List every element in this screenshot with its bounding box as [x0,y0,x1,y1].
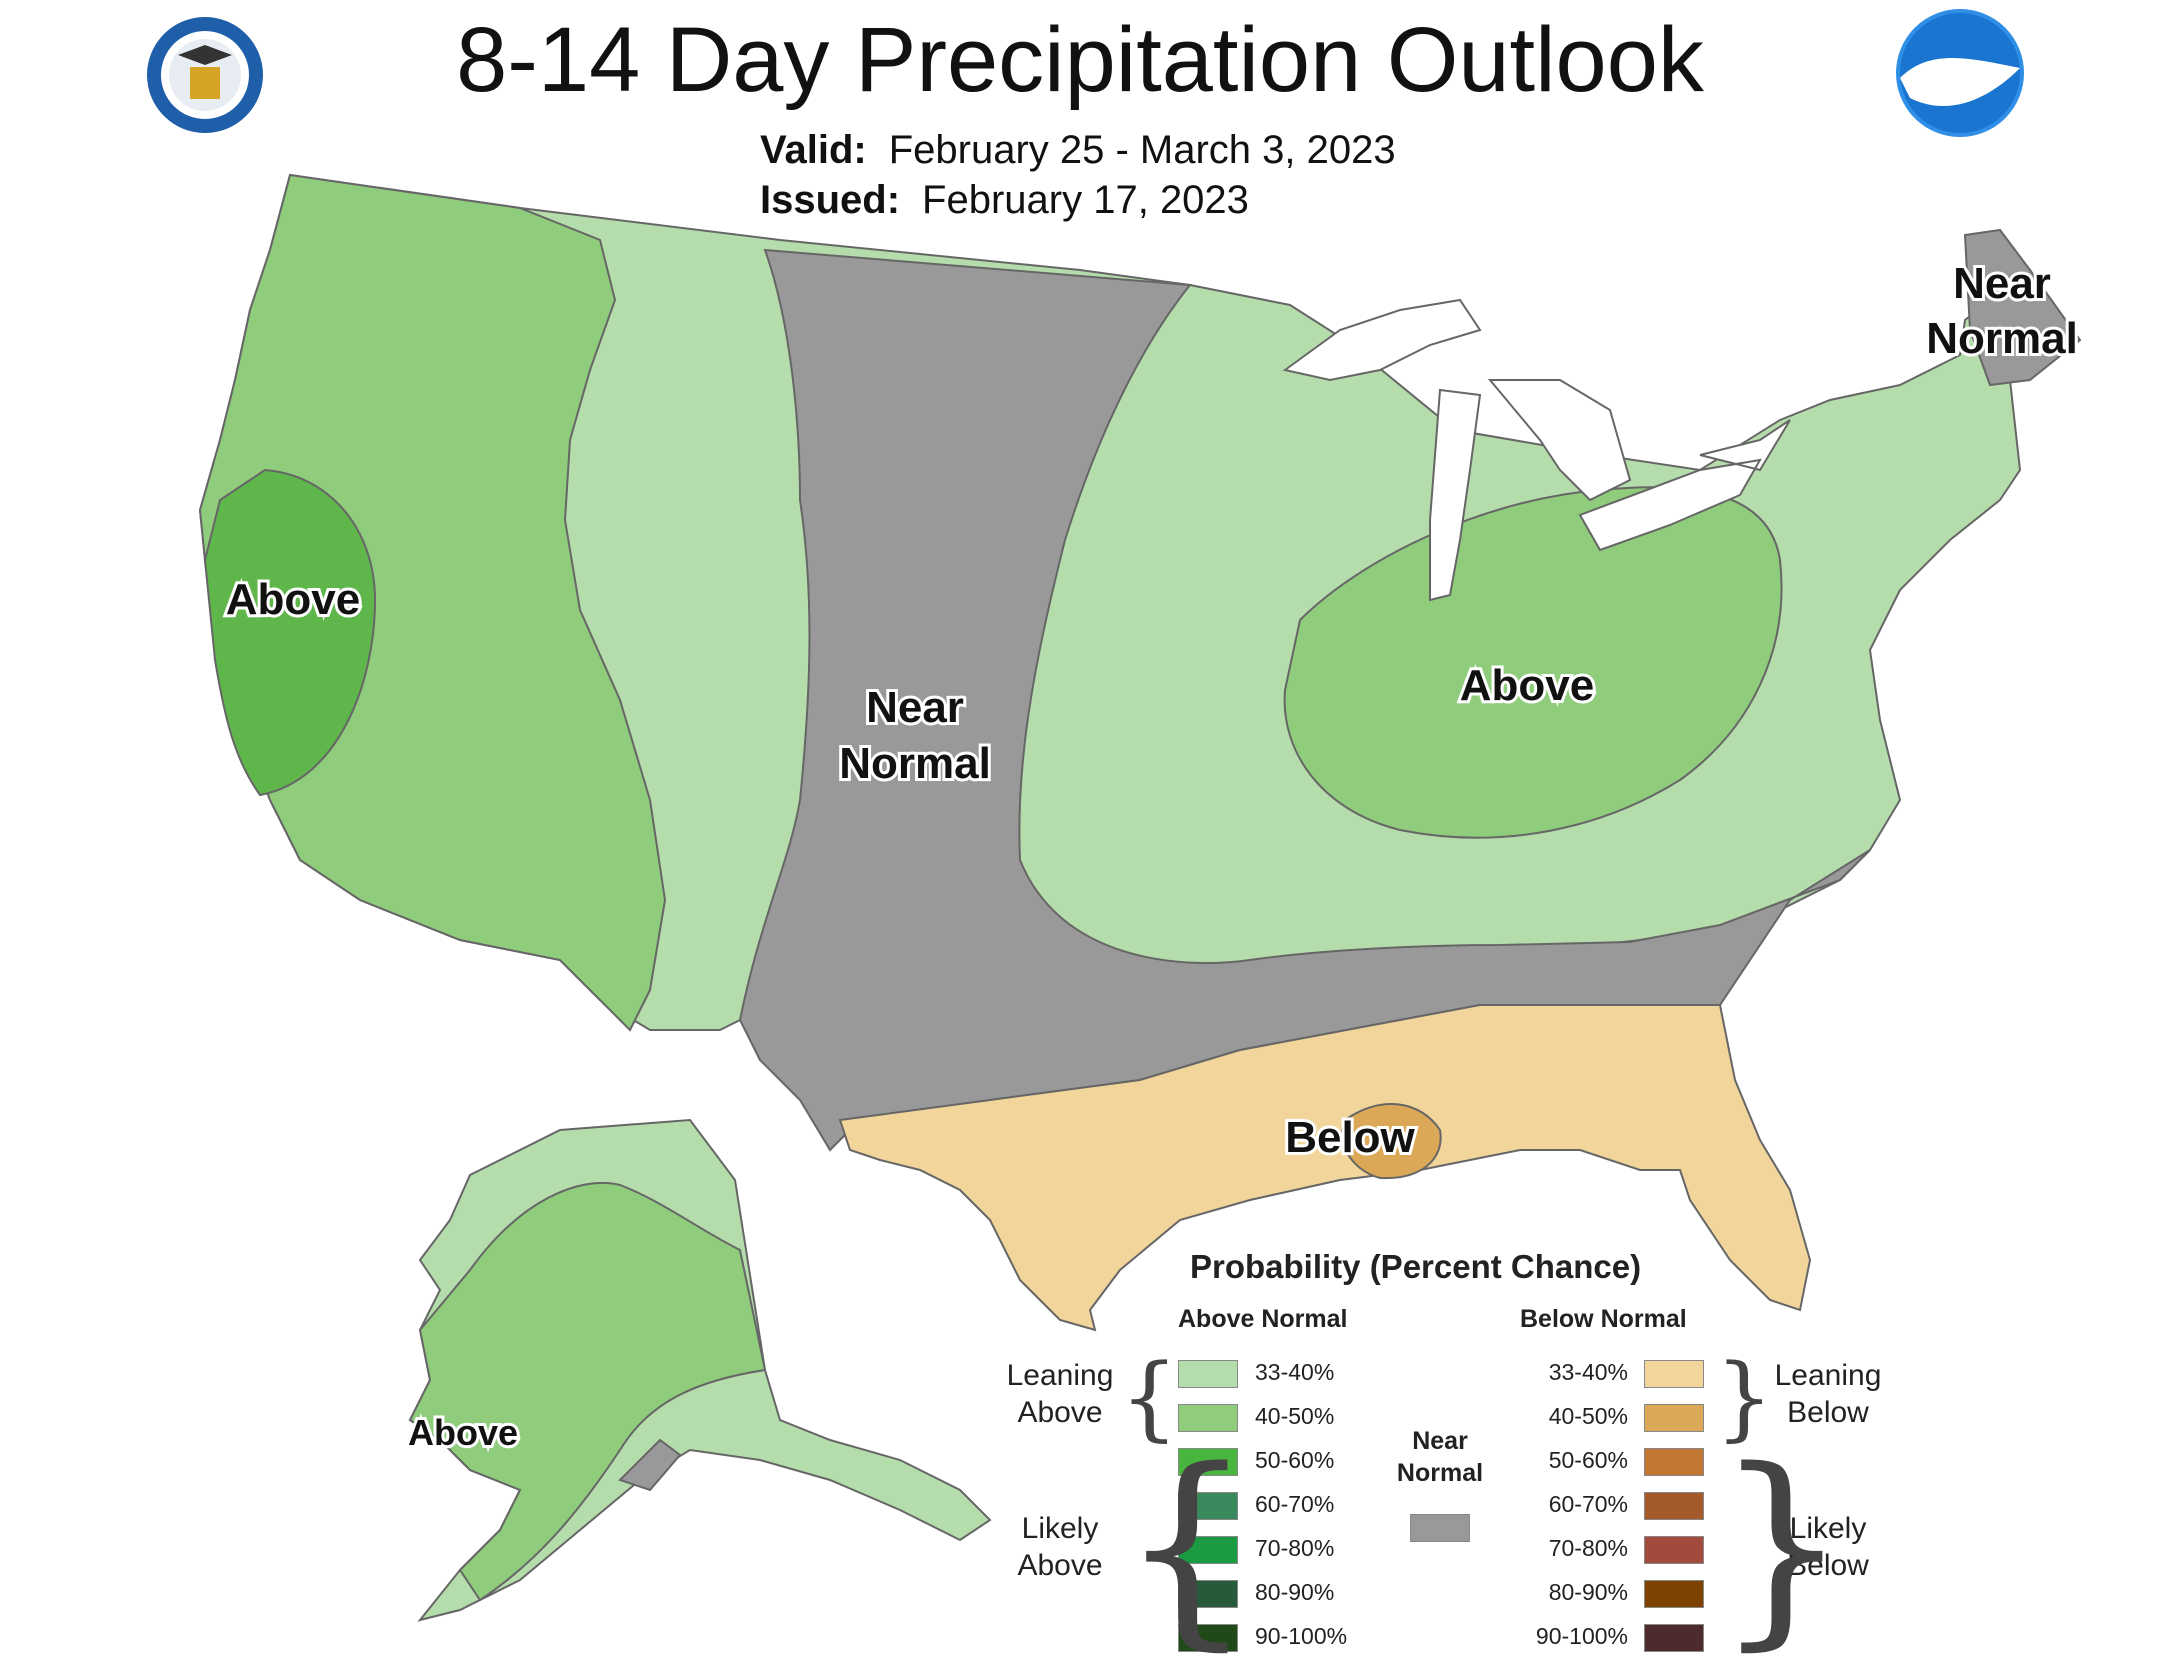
central-near-normal-region [738,248,1871,1152]
legend-above-label-7: 90-100% [1255,1623,1348,1649]
issued-value: February 17, 2023 [922,178,1249,222]
near-normal-ne-label-line1: Near [1953,259,2051,308]
leaning-below-group: Leaning Below [1758,1357,1898,1431]
legend-below-label-3: 50-60% [1548,1447,1628,1473]
leaning-above-brace-icon: { [1120,1344,1179,1451]
legend-above-swatch-4 [1178,1492,1238,1520]
legend-below-label-5: 70-80% [1548,1535,1628,1561]
issued-line: Issued: February 17, 2023 [760,178,1249,223]
legend-above-header: Above Normal [1178,1305,1348,1333]
legend-above-swatch-5 [1178,1536,1238,1564]
legend-above-label-4: 60-70% [1255,1491,1335,1517]
legend-below-label-2: 40-50% [1548,1403,1628,1429]
legend-below-swatch-2 [1644,1404,1704,1432]
legend-below-label-4: 60-70% [1548,1491,1628,1517]
alaska-above-40-50-region [408,1181,767,1602]
leaning-above-line1: Leaning [1006,1359,1114,1392]
legend-below-swatch-7 [1644,1624,1704,1652]
leaning-above-line2: Above [1017,1396,1103,1429]
likely-below-line2: Below [1787,1549,1869,1582]
above-ohio-label: Above [1460,661,1594,710]
above-west-label: Above [226,575,360,624]
legend-below-swatch-1 [1644,1360,1704,1388]
leaning-below-brace-icon: } [1715,1344,1774,1451]
legend-above-label-1: 33-40% [1255,1359,1335,1385]
legend-above-label-6: 80-90% [1255,1579,1335,1605]
legend-above-swatch-6 [1178,1580,1238,1608]
legend-below-swatch-5 [1644,1536,1704,1564]
likely-above-line2: Above [1017,1549,1103,1582]
legend-above-label-2: 40-50% [1255,1403,1335,1429]
leaning-below-line1: Leaning [1774,1359,1882,1392]
leaning-below-line2: Below [1787,1396,1869,1429]
near-normal-label-line2: Normal [839,739,991,788]
likely-above-line1: Likely [1021,1512,1099,1545]
gulf-below-40-50-region [1340,1103,1442,1180]
page-title: 8-14 Day Precipitation Outlook [456,9,1704,111]
likely-below-group: Likely Below [1758,1510,1898,1584]
valid-line: Valid: February 25 - March 3, 2023 [760,128,1396,173]
near-normal-ne-label-line2: Normal [1926,314,2078,363]
legend-above-swatch-3 [1178,1448,1238,1476]
likely-above-group: Likely Above [990,1510,1130,1584]
likely-above-brace-icon: { [1120,1424,1254,1669]
leaning-above-group: Leaning Above [990,1357,1130,1431]
near-normal-label-line1: Near [866,683,964,732]
near-normal-line1: Near [1412,1427,1468,1455]
legend-below-label-7: 90-100% [1535,1623,1628,1649]
noaa-logo-icon [1896,9,2024,137]
near-normal-header: Near Normal [1380,1425,1500,1489]
likely-below-brace-icon: } [1715,1424,1849,1669]
great-lakes-icon [1282,298,1791,602]
valid-label: Valid: [760,128,867,172]
legend-above-swatch-7 [1178,1624,1238,1652]
legend-above-label-5: 70-80% [1255,1535,1335,1561]
near-normal-swatch [1410,1514,1470,1542]
below-gulf-label: Below [1285,1113,1415,1162]
ohio-valley-above-40-50-region [1283,486,1783,839]
legend-below-header: Below Normal [1520,1305,1687,1333]
legend-above-swatch-1 [1178,1360,1238,1388]
likely-below-line1: Likely [1789,1512,1867,1545]
above-alaska-label: Above [408,1412,518,1453]
legend-below-label-6: 80-90% [1548,1579,1628,1605]
legend-below-swatch-3 [1644,1448,1704,1476]
legend-above-label-3: 50-60% [1255,1447,1335,1473]
legend-below-label-1: 33-40% [1548,1359,1628,1385]
maine-near-normal-region [1963,228,2082,387]
seal-icon [147,17,263,133]
west-above-40-50-region [198,173,667,1032]
legend-below-swatch-6 [1644,1580,1704,1608]
near-normal-line2: Normal [1396,1459,1484,1487]
issued-label: Issued: [760,178,901,222]
valid-value: February 25 - March 3, 2023 [888,128,1396,172]
legend-title: Probability (Percent Chance) [1190,1248,1642,1285]
legend-below-swatch-4 [1644,1492,1704,1520]
gulf-below-33-40-region [838,1004,1812,1332]
california-above-50-60-region [203,468,377,797]
legend-above-swatch-2 [1178,1404,1238,1432]
alaska-near-normal-region [618,1438,682,1492]
